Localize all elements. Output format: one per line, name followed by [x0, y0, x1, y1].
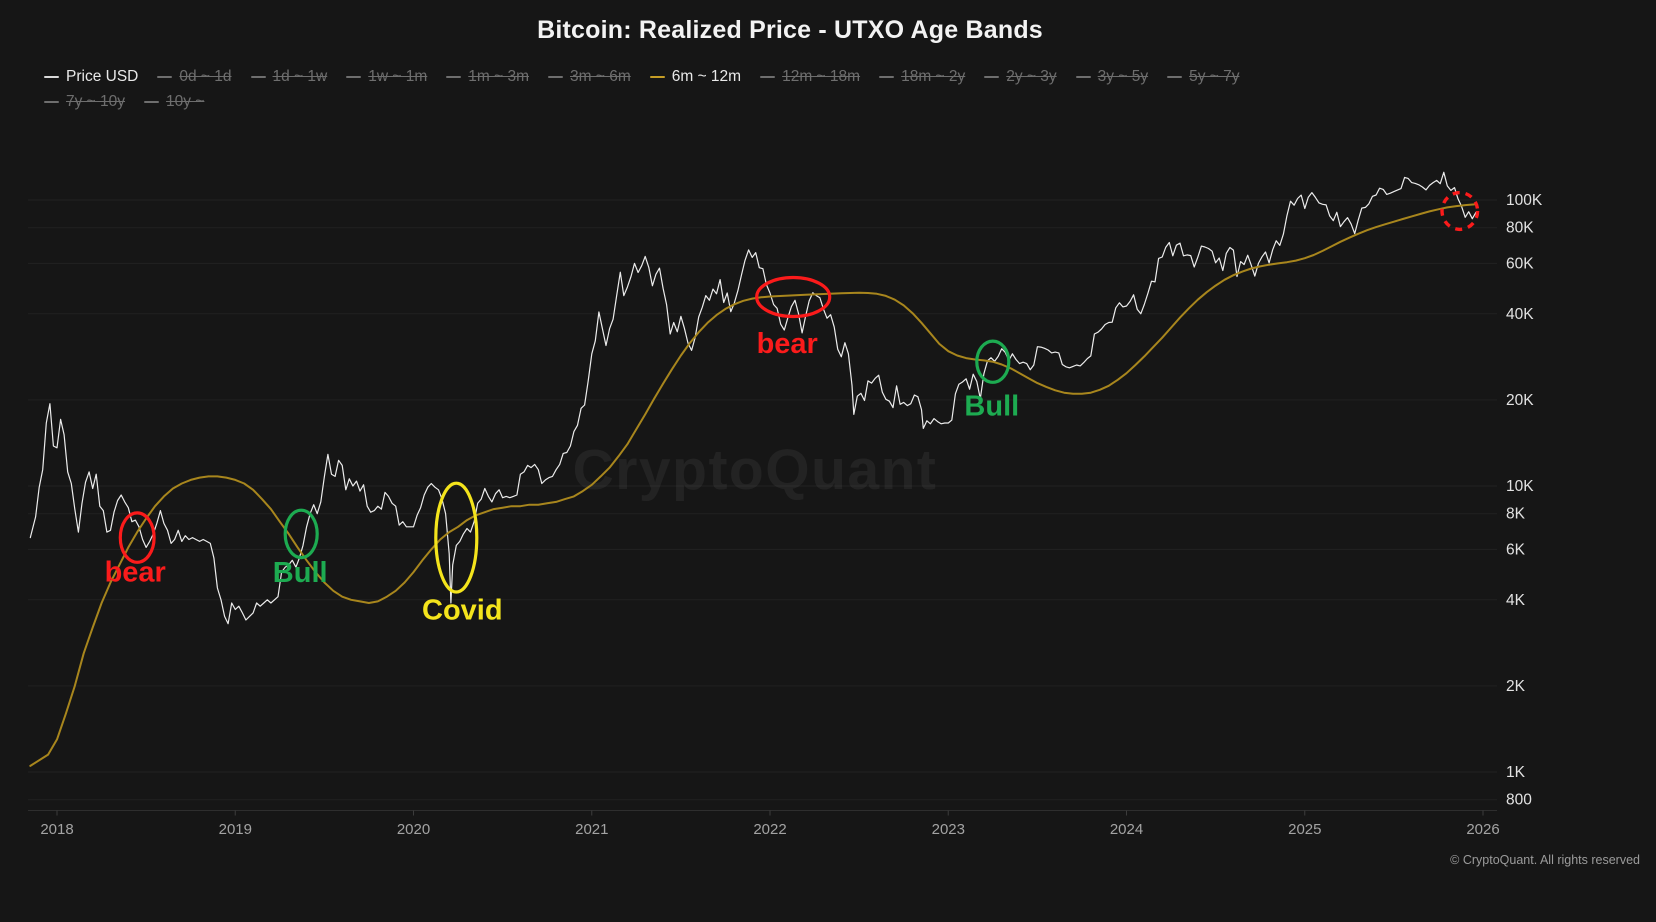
cryptoquant-watermark: CryptoQuant: [573, 438, 938, 502]
legend-item-3m-6m[interactable]: 3m ~ 6m: [548, 68, 631, 86]
legend-line-marker: [346, 76, 362, 78]
legend-line-marker: [649, 76, 665, 78]
annotation-label: bear: [105, 557, 166, 589]
x-axis-labels: 2018 2019 2020 2021 2022 2023 2024 2025 2026: [40, 821, 1499, 838]
y-axis-labels: 100K 80K 60K 40K 20K 10K 8K 6K 4K 2K 1K 800: [1506, 192, 1543, 809]
legend-line-marker: [548, 76, 563, 78]
legend-item-3y-5y[interactable]: 3y ~ 5y: [1075, 68, 1149, 86]
legend-item-18m-2y[interactable]: 18m ~ 2y: [879, 68, 965, 86]
annotation-bull: Bull: [964, 339, 1019, 423]
y-axis-label: 800: [1506, 792, 1532, 809]
y-axis-label: 4K: [1506, 592, 1526, 609]
legend: Price USD 0d ~ 1d 1d ~ 1w 1w ~ 1m 1m ~ 3m 3m …: [44, 68, 1564, 111]
x-axis-label: 2025: [1288, 821, 1321, 838]
x-axis-label: 2023: [932, 821, 965, 838]
legend-item-label: 18m ~ 2y: [901, 68, 966, 85]
annotation-covid: Covid: [422, 481, 503, 627]
x-axis-label: 2020: [397, 821, 430, 838]
y-axis-label: 1K: [1506, 764, 1526, 781]
legend-line-marker: [44, 101, 59, 103]
x-axis-label: 2019: [219, 821, 252, 838]
legend-line-marker: [144, 101, 160, 103]
legend-line-marker: [446, 76, 462, 78]
legend-line-marker: [157, 76, 173, 78]
legend-line-marker: [879, 76, 895, 78]
x-axis-label: 2024: [1110, 821, 1143, 838]
legend-item-2y-3y[interactable]: 2y ~ 3y: [984, 68, 1057, 86]
legend-item-label: 10y ~: [166, 93, 205, 110]
legend-item-label: 2y ~ 3y: [1006, 68, 1057, 85]
copyright-text: © CryptoQuant. All rights reserved: [1450, 853, 1640, 867]
legend-item-label: 3m ~ 6m: [570, 68, 631, 85]
y-axis-label: 2K: [1506, 678, 1526, 695]
x-axis-label: 2018: [40, 821, 73, 838]
legend-item-label: Price USD: [66, 68, 139, 85]
legend-item-label: 12m ~ 18m: [782, 68, 861, 85]
legend-line-marker: [1075, 76, 1091, 78]
x-axis: [28, 810, 1497, 816]
y-axis-label: 100K: [1506, 192, 1543, 209]
annotation-bear: bear: [755, 275, 832, 360]
legend-item-12m-18m[interactable]: 12m ~ 18m: [760, 68, 860, 86]
annotation-price-cross-circle: [1440, 190, 1480, 232]
legend-item-label: 6m ~ 12m: [671, 68, 742, 85]
gridlines: [28, 199, 1497, 801]
legend-item-1d-1w[interactable]: 1d ~ 1w: [250, 68, 328, 86]
annotation-label: Bull: [964, 391, 1019, 423]
series-line-price-usd: [29, 171, 1477, 625]
y-axis-label: 20K: [1506, 392, 1534, 409]
legend-item-price-usd[interactable]: Price USD: [44, 68, 138, 86]
legend-line-marker: [984, 76, 1000, 78]
annotation-bull: Bull: [273, 508, 328, 589]
legend-item-label: 1w ~ 1m: [368, 68, 428, 85]
legend-line-marker: [44, 76, 59, 78]
y-axis-label: 6K: [1506, 541, 1526, 558]
x-axis-label: 2022: [753, 821, 786, 838]
legend-item-label: 0d ~ 1d: [179, 68, 232, 85]
y-axis-label: 60K: [1506, 255, 1534, 272]
y-axis-label: 10K: [1506, 478, 1534, 495]
legend-item-label: 1d ~ 1w: [272, 68, 328, 85]
legend-line-marker: [1167, 76, 1183, 78]
y-axis-label: 80K: [1506, 220, 1534, 237]
series-line-6m-12m: [29, 203, 1477, 767]
annotation-bear: bear: [105, 511, 166, 589]
legend-row: Price USD 0d ~ 1d 1d ~ 1w 1w ~ 1m 1m ~ 3m 3m …: [44, 68, 1564, 86]
annotation-label: bear: [757, 328, 818, 360]
legend-item-0d-1d[interactable]: 0d ~ 1d: [157, 68, 232, 86]
legend-item-1m-3m[interactable]: 1m ~ 3m: [446, 68, 529, 86]
legend-line-marker: [760, 76, 776, 78]
y-axis-label: 40K: [1506, 306, 1534, 323]
legend-item-5y-7y[interactable]: 5y ~ 7y: [1167, 68, 1239, 86]
legend-item-label: 5y ~ 7y: [1189, 68, 1240, 85]
legend-row: 7y ~ 10y 10y ~: [44, 93, 1564, 111]
legend-item-6m-12m[interactable]: 6m ~ 12m: [649, 68, 742, 86]
legend-item-10y[interactable]: 10y ~: [144, 93, 204, 111]
page-title: Bitcoin: Realized Price - UTXO Age Bands: [537, 16, 1043, 44]
legend-line-marker: [250, 76, 266, 78]
x-axis-label: 2026: [1466, 821, 1499, 838]
x-axis-label: 2021: [575, 821, 608, 838]
y-axis-label: 8K: [1506, 506, 1526, 523]
legend-item-1w-1m[interactable]: 1w ~ 1m: [346, 68, 427, 86]
annotation-label: Covid: [422, 595, 503, 627]
legend-item-label: 3y ~ 5y: [1097, 68, 1149, 85]
legend-item-label: 1m ~ 3m: [468, 68, 529, 85]
legend-item-label: 7y ~ 10y: [66, 93, 126, 110]
legend-item-7y-10y[interactable]: 7y ~ 10y: [44, 93, 125, 111]
annotation-label: Bull: [273, 557, 328, 589]
